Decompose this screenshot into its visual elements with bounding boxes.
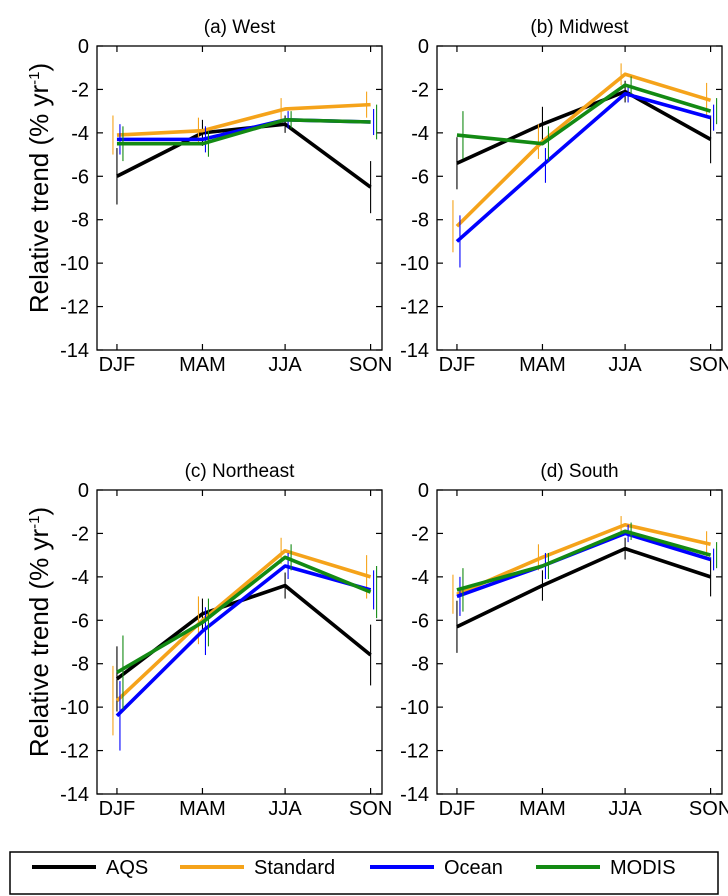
x-tick-label: SON bbox=[689, 798, 728, 820]
y-tick-label: -14 bbox=[60, 784, 89, 806]
y-tick-label: -6 bbox=[411, 610, 429, 632]
x-tick-label: DJF bbox=[99, 798, 136, 820]
y-tick-label: -10 bbox=[400, 697, 429, 719]
series-line-aqs bbox=[456, 546, 712, 629]
legend-label-aqs: AQS bbox=[106, 857, 148, 879]
x-tick-label: JJA bbox=[268, 798, 302, 820]
y-tick-label: -8 bbox=[71, 210, 89, 232]
legend-label-standard: Standard bbox=[254, 857, 335, 879]
panel-0: (a) West 0 -2 -4 -6 -8 -10 -12 -14 DJF MAM JJA SON bbox=[60, 17, 392, 376]
y-tick-label: -12 bbox=[400, 297, 429, 319]
panel-3: (d) South 0 -2 -4 -6 -8 -10 -12 -14 DJF MAM JJA SON bbox=[400, 461, 728, 820]
x-tick-label: DJF bbox=[99, 354, 136, 376]
series-line-modis bbox=[116, 555, 372, 674]
y-tick-label: -2 bbox=[411, 79, 429, 101]
y-tick-label: -12 bbox=[400, 741, 429, 763]
y-tick-label: -14 bbox=[60, 340, 89, 362]
y-tick-label: -8 bbox=[411, 654, 429, 676]
y-tick-label: -6 bbox=[71, 166, 89, 188]
y-tick-label: -12 bbox=[60, 297, 89, 319]
x-tick-label: SON bbox=[349, 354, 392, 376]
x-tick-label: MAM bbox=[519, 354, 566, 376]
x-tick-label: JJA bbox=[268, 354, 302, 376]
y-tick-label: -4 bbox=[71, 567, 89, 589]
y-tick-label: -8 bbox=[71, 654, 89, 676]
legend-entry-aqs: AQS bbox=[32, 857, 148, 879]
legend-label-modis: MODIS bbox=[610, 857, 676, 879]
plot-frame bbox=[436, 45, 723, 351]
x-tick-label: SON bbox=[689, 354, 728, 376]
x-tick-label: DJF bbox=[439, 798, 476, 820]
legend-label-ocean: Ocean bbox=[444, 857, 503, 879]
plot-frame bbox=[436, 489, 723, 795]
series-line-standard bbox=[455, 72, 712, 228]
y-tick-label: -2 bbox=[411, 523, 429, 545]
y-tick-label: 0 bbox=[418, 480, 429, 502]
series-line-standard bbox=[116, 102, 371, 137]
y-tick-label: -6 bbox=[71, 610, 89, 632]
legend: AQS Standard Ocean MODIS bbox=[9, 851, 719, 895]
y-tick-label: 0 bbox=[78, 480, 89, 502]
x-tick-label: MAM bbox=[179, 354, 226, 376]
panel-title: (a) West bbox=[204, 17, 276, 38]
series-line-modis bbox=[456, 529, 712, 592]
panel-title: (d) South bbox=[540, 461, 618, 482]
y-tick-label: 0 bbox=[78, 36, 89, 58]
series-line-standard bbox=[456, 522, 712, 596]
legend-box bbox=[9, 851, 719, 895]
y-tick-label: -14 bbox=[400, 784, 429, 806]
x-tick-label: JJA bbox=[608, 354, 642, 376]
y-tick-label: -2 bbox=[71, 79, 89, 101]
ylabel-bottom: Relative trend (% yr-1) bbox=[24, 507, 54, 757]
y-tick-label: -4 bbox=[411, 123, 429, 145]
y-tick-label: -12 bbox=[60, 741, 89, 763]
y-tick-label: -10 bbox=[60, 697, 89, 719]
y-tick-label: -8 bbox=[411, 210, 429, 232]
panel-1: (b) Midwest 0 -2 -4 -6 -8 -10 -12 -14 DJF MAM JJA SO… bbox=[400, 17, 728, 376]
plot-frame bbox=[96, 489, 383, 795]
series-line-standard bbox=[115, 548, 372, 702]
y-tick-label: -4 bbox=[411, 567, 429, 589]
y-tick-label: -4 bbox=[71, 123, 89, 145]
y-tick-label: -10 bbox=[400, 253, 429, 275]
y-tick-label: -6 bbox=[411, 166, 429, 188]
legend-entry-standard: Standard bbox=[180, 857, 335, 879]
series-line-ocean bbox=[455, 91, 712, 243]
panel-2: (c) Northeast 0 -2 -4 -6 -8 -10 -12 -14 DJF MAM JJA… bbox=[60, 461, 392, 820]
y-tick-label: -14 bbox=[400, 340, 429, 362]
series-line-ocean bbox=[115, 564, 372, 718]
panel-title: (b) Midwest bbox=[530, 17, 629, 38]
series-line-modis bbox=[456, 83, 712, 146]
plot-frame bbox=[96, 45, 383, 351]
x-tick-label: MAM bbox=[519, 798, 566, 820]
x-tick-label: JJA bbox=[608, 798, 642, 820]
panel-title: (c) Northeast bbox=[185, 461, 296, 482]
x-tick-label: SON bbox=[349, 798, 392, 820]
y-tick-label: -2 bbox=[71, 523, 89, 545]
x-tick-label: DJF bbox=[439, 354, 476, 376]
y-tick-label: -10 bbox=[60, 253, 89, 275]
ylabel-top: Relative trend (% yr-1) bbox=[24, 63, 54, 313]
series-line-modis bbox=[116, 118, 371, 146]
legend-entry-ocean: Ocean bbox=[370, 857, 503, 879]
legend-entry-modis: MODIS bbox=[536, 857, 676, 879]
y-tick-label: 0 bbox=[418, 36, 429, 58]
x-tick-label: MAM bbox=[179, 798, 226, 820]
